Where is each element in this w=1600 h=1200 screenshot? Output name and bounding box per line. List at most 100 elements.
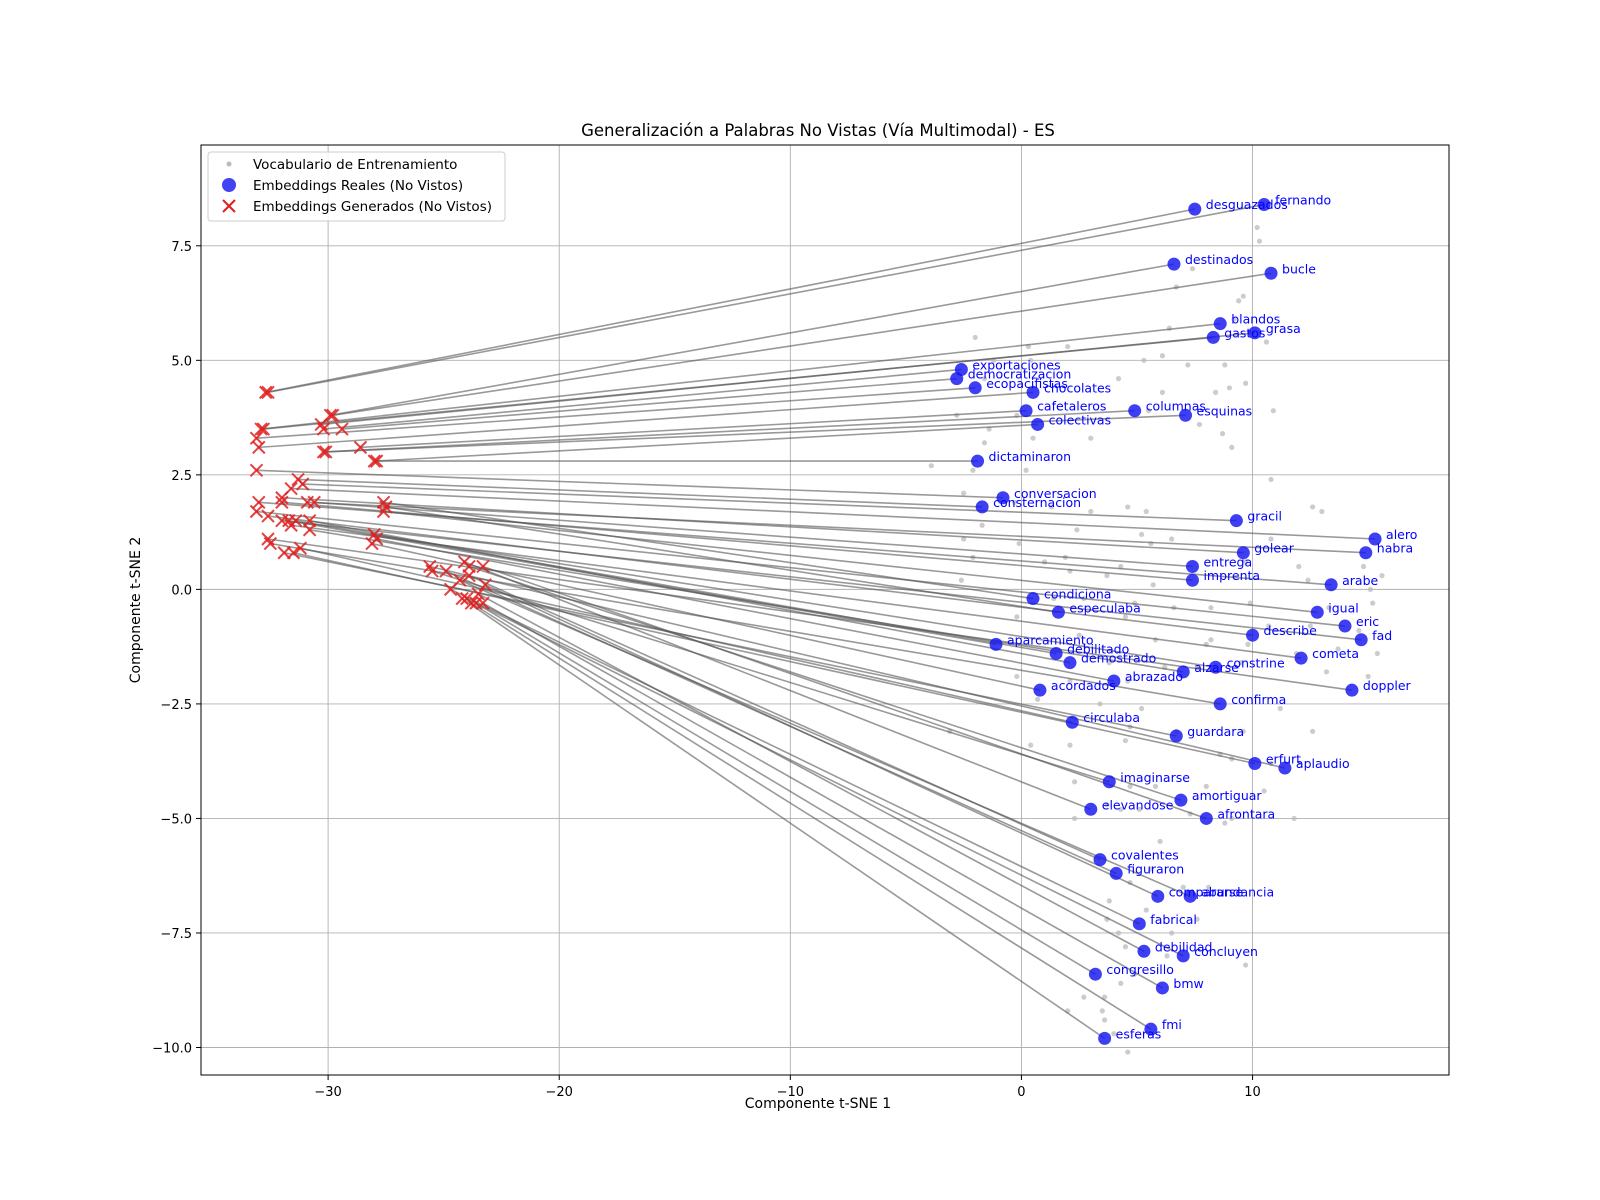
training-point [1169, 536, 1175, 542]
connector-line [374, 423, 1038, 462]
real-point [1310, 605, 1324, 619]
axis-ticks: −30 −20 −10 0 10 −10.0 −7.5 −5.0 −2.5 0.0 2.5 5.0 7.… [152, 240, 1261, 1100]
training-point [1139, 705, 1145, 712]
real-point [1026, 592, 1040, 606]
real-point [1368, 532, 1382, 546]
point-label: conversacion [1014, 486, 1097, 501]
training-point [1270, 408, 1276, 414]
training-point [1208, 637, 1214, 643]
y-tick-label: −10.0 [152, 1042, 192, 1057]
training-point [1102, 994, 1108, 1000]
connector-line [470, 602, 1152, 1030]
real-point [1176, 665, 1190, 679]
generated-marker [319, 445, 333, 459]
connector-line [256, 510, 1346, 627]
connector-line [374, 533, 1216, 669]
training-point [981, 376, 988, 382]
connector-line [265, 208, 1195, 394]
real-point [1051, 605, 1065, 619]
training-point [1335, 646, 1341, 652]
point-label: circulaba [1083, 710, 1140, 725]
point-label: compararse [1169, 884, 1244, 899]
connector-line [256, 469, 1003, 499]
point-label: dictaminaron [989, 449, 1072, 464]
real-point [1345, 683, 1359, 697]
training-point [979, 522, 985, 528]
training-point [1097, 701, 1103, 707]
training-point [1088, 435, 1094, 441]
training-point [1067, 678, 1073, 684]
real-point [1176, 949, 1190, 963]
training-point [1169, 930, 1175, 936]
point-label: abrazado [1125, 669, 1183, 684]
training-point [1072, 815, 1078, 822]
connector-line [267, 538, 1353, 691]
real-point [1183, 889, 1197, 903]
training-point [1229, 815, 1235, 822]
real-point [1033, 683, 1047, 697]
training-point [1236, 298, 1242, 304]
real-point [996, 491, 1010, 505]
training-point [1125, 504, 1131, 510]
training-point [1118, 980, 1124, 986]
training-point [1243, 559, 1249, 565]
real-point [1167, 257, 1181, 271]
connector-line [281, 496, 1244, 554]
point-label: bmw [1173, 976, 1203, 991]
point-label: gastos [1224, 325, 1265, 340]
training-point [1243, 380, 1249, 386]
training-point [1106, 660, 1112, 666]
connector-line [258, 501, 1332, 586]
training-point [1157, 838, 1163, 844]
point-label: confirma [1231, 692, 1286, 707]
real-point [1128, 404, 1142, 418]
training-point [1023, 467, 1029, 473]
real-point [1213, 317, 1227, 331]
generated-marker [302, 523, 317, 537]
real-point [1248, 326, 1262, 340]
generated-marker [316, 422, 331, 436]
generated-marker [464, 596, 479, 610]
point-label: describe [1264, 623, 1318, 638]
training-point [1099, 1008, 1105, 1014]
point-label: condiciona [1044, 587, 1111, 602]
connector-line [461, 597, 1106, 1040]
point-label: imprenta [1203, 568, 1260, 583]
point-label: igual [1328, 600, 1358, 615]
real-point [1179, 408, 1193, 422]
real-point [1324, 578, 1338, 592]
generated-marker [476, 596, 490, 610]
legend-marker-generated [222, 199, 236, 213]
real-point [1185, 573, 1199, 587]
connector-line [482, 602, 1163, 989]
generated-marker [369, 454, 384, 468]
point-label: fabrical [1150, 912, 1197, 927]
training-point [1136, 806, 1142, 812]
generated-marker [335, 422, 349, 436]
real-point [1359, 546, 1373, 560]
point-label: aparcamiento [1007, 632, 1093, 647]
connector-line [321, 332, 1255, 426]
connector-line [341, 377, 957, 430]
training-point [1310, 504, 1316, 510]
legend-box [207, 151, 506, 222]
training-point [1365, 673, 1371, 680]
training-point [1104, 802, 1110, 808]
connector-line [468, 565, 1182, 801]
real-point [1084, 802, 1098, 816]
training-point [1106, 898, 1112, 904]
legend-label-generated: Embeddings Generados (No Vistos) [253, 199, 492, 215]
generated-marker [275, 491, 289, 505]
connector-line [431, 570, 1110, 783]
generated-marker [376, 504, 391, 519]
connector-line [267, 515, 1253, 636]
training-point [1145, 408, 1152, 414]
point-label: colectivas [1049, 412, 1112, 427]
generated-marker [367, 454, 382, 468]
connector-line [298, 478, 983, 508]
training-point [1104, 573, 1110, 579]
legend-marker-real [222, 178, 236, 192]
connector-line [459, 579, 1191, 898]
training-point [1088, 508, 1094, 515]
